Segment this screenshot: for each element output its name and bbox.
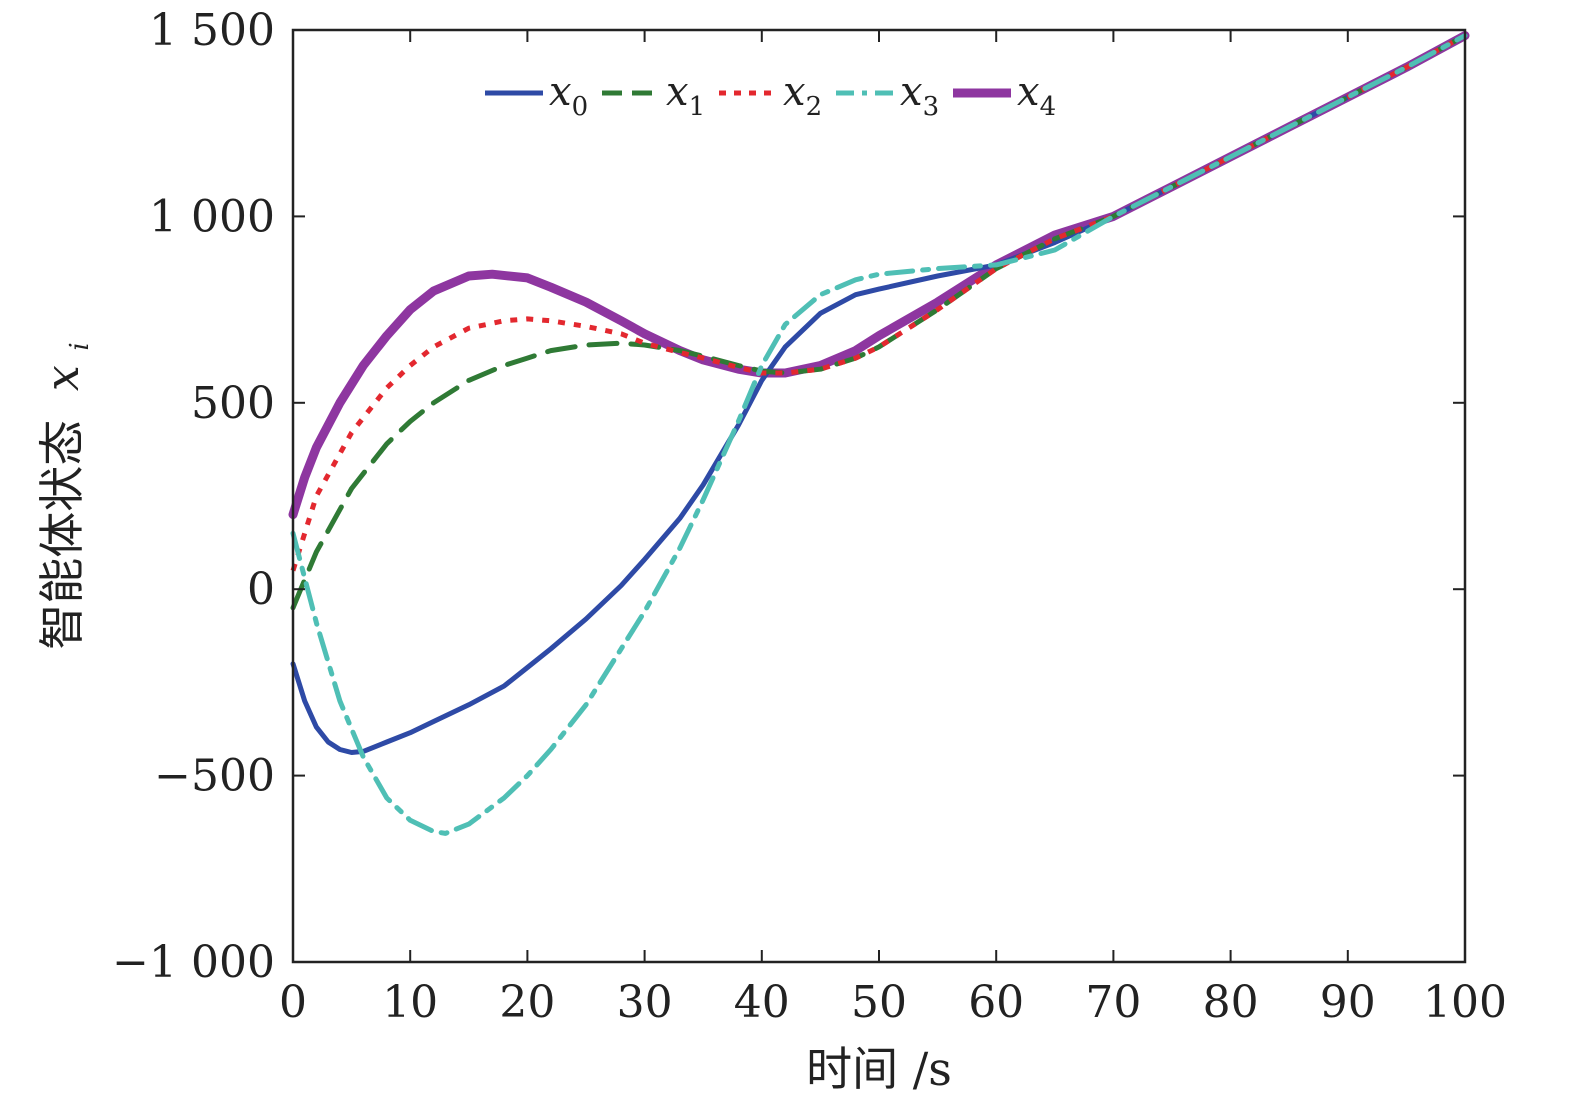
x-tick-label: 90 [1320,977,1376,1028]
series-line-x3 [290,33,1468,836]
x-tick-label: 60 [968,977,1024,1028]
x-tick-label: 20 [499,977,555,1028]
x-tick-label: 70 [1085,977,1141,1028]
x-axis-label: 时间 /s [806,1042,952,1096]
y-tick-label: 1 000 [149,191,275,242]
series-layer [288,31,1470,836]
legend-label-x4: x4 [1017,69,1056,122]
y-axis-label-text: 智能体状态 [35,420,89,650]
legend-label-x2: x2 [783,69,822,122]
x-tick-label: 30 [617,977,673,1028]
x-tick-label: 50 [851,977,907,1028]
legend-label-x3: x3 [900,69,939,122]
ticks-layer: 0 10 20 30 40 50 60 70 80 90 100 −1 000 −500 0 500 1 00… [112,5,1507,1028]
x-tick-label: 40 [734,977,790,1028]
legend-label-x1: x1 [666,69,705,122]
y-tick-label: −1 000 [112,937,275,988]
legend: x0 x1 x2 x3 x4 [485,69,1056,122]
y-tick-label: 0 [247,564,275,615]
y-tick-label: −500 [154,751,275,802]
y-tick-label: 500 [191,378,275,429]
x-tick-label: 0 [279,977,307,1028]
x-tick-label: 80 [1203,977,1259,1028]
svg-text:智能体状态 x i: 智能体状态 x i [35,342,95,650]
x-tick-label: 10 [382,977,438,1028]
y-axis-label: 智能体状态 x i [35,342,95,650]
y-axis-label-var: x [35,365,89,391]
y-axis-label-sub: i [65,342,95,350]
y-tick-label: 1 500 [149,5,275,56]
x-tick-label: 100 [1423,977,1507,1028]
legend-label-x0: x0 [549,69,588,122]
